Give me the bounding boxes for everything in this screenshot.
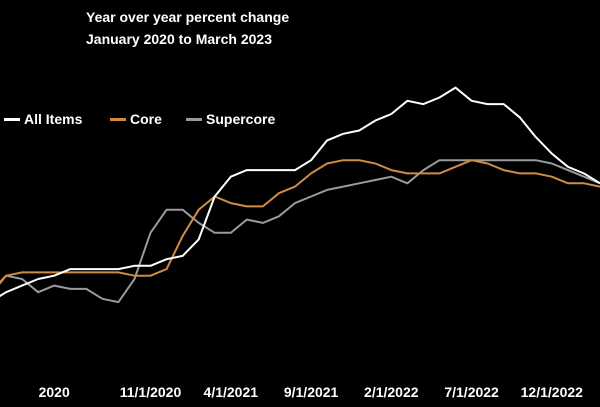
legend-label-core: Core <box>130 111 162 127</box>
legend-item-core: Core <box>110 111 162 127</box>
x-tick-label: 4/1/2021 <box>204 384 259 400</box>
legend-swatch-supercore <box>186 117 202 121</box>
legend-label-all-items: All Items <box>24 111 83 127</box>
x-tick-label: 2/1/2022 <box>364 384 419 400</box>
series-line-core <box>0 159 600 284</box>
x-tick-label: 11/1/2020 <box>120 384 182 400</box>
series-line-all-items <box>0 86 600 298</box>
chart-legend: All Items Core Supercore <box>0 111 600 131</box>
legend-label-supercore: Supercore <box>206 111 276 127</box>
x-tick-label: 7/1/2022 <box>444 384 499 400</box>
legend-swatch-core <box>110 117 126 121</box>
x-tick-label: 2020 <box>39 384 70 400</box>
legend-swatch-all-items <box>4 117 20 121</box>
legend-item-supercore: Supercore <box>186 111 275 127</box>
x-tick-label: 12/1/2022 <box>521 384 583 400</box>
x-tick-label: 9/1/2021 <box>284 384 339 400</box>
chart-subtitle: January 2020 to March 2023 <box>86 31 272 47</box>
chart-title: Year over year percent change <box>86 9 290 25</box>
chart-title-block: Year over year percent change January 20… <box>86 6 289 50</box>
series-lines <box>0 86 600 304</box>
series-line-supercore <box>0 159 600 304</box>
legend-item-all-items: All Items <box>4 111 82 127</box>
x-axis-tick-labels: 2020 11/1/2020 4/1/2021 9/1/2021 2/1/2022 7/1… <box>39 384 584 400</box>
